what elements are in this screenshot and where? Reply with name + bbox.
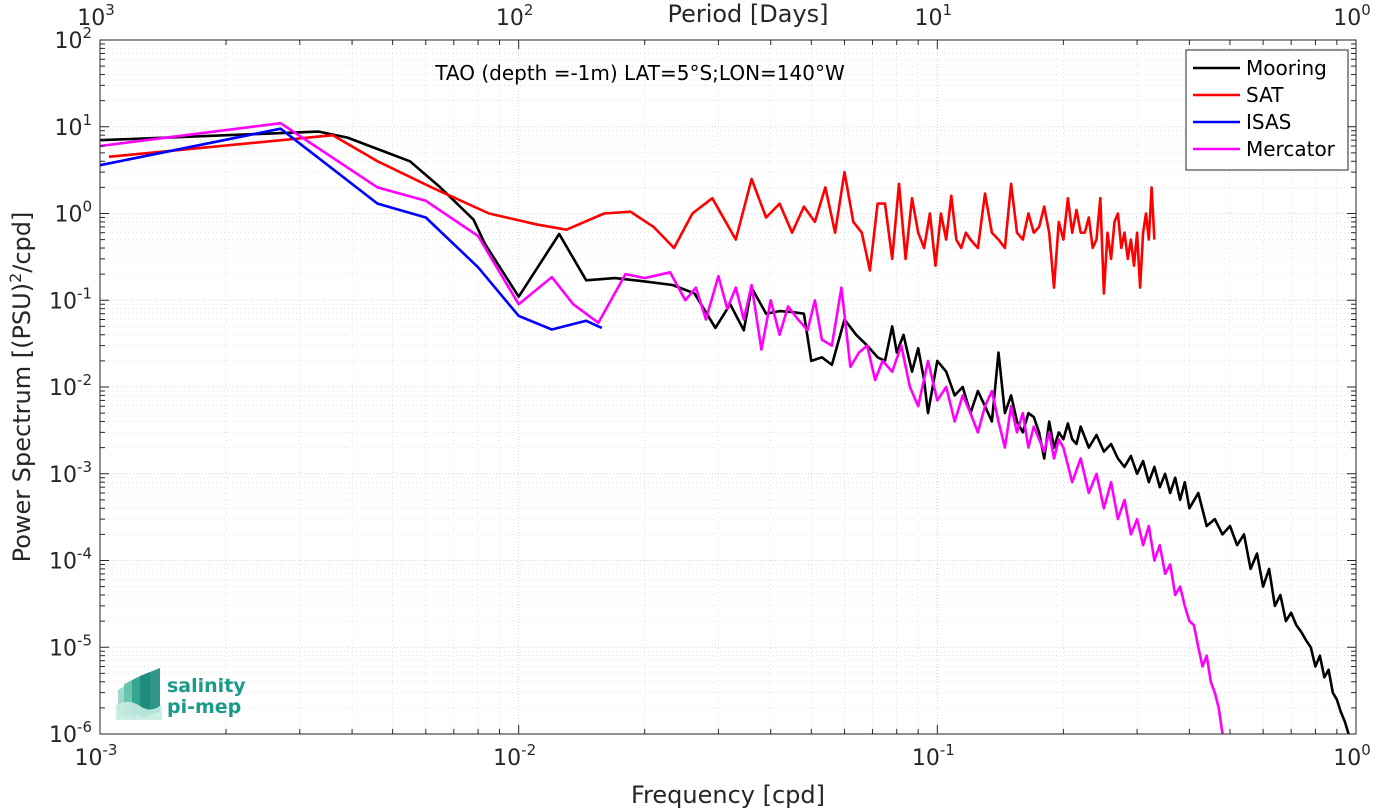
y-axis-label: Power Spectrum [(PSU)2/cpd] — [6, 212, 36, 563]
legend: Mooring SAT ISAS Mercator — [1185, 49, 1349, 171]
x-tick-label: 10-1 — [912, 741, 955, 771]
y-tick-labels: 10-6 10-5 10-4 10-3 10-2 10-1 100 101 102 — [49, 24, 92, 748]
legend-label-sat: SAT — [1246, 83, 1284, 107]
salinity-pi-mep-logo: salinity pi-mep — [116, 668, 246, 720]
legend-label-mooring: Mooring — [1246, 56, 1327, 80]
logo-text-pi-mep: pi-mep — [167, 696, 241, 718]
series-line-isas — [99, 127, 603, 331]
y-tick-label: 102 — [54, 24, 92, 54]
logo-text-salinity: salinity — [167, 675, 246, 697]
chart-title: TAO (depth =-1m) LAT=5°S;LON=140°W — [434, 61, 845, 85]
top-axis-label: Period [Days] — [667, 0, 828, 28]
y-tick-label: 101 — [54, 111, 92, 141]
top-tick-label: 103 — [77, 1, 115, 31]
top-tick-label: 100 — [1333, 1, 1371, 31]
tick-marks — [99, 39, 1357, 735]
y-tick-label: 10-4 — [49, 545, 92, 575]
series-line-mercator — [99, 121, 1224, 735]
top-tick-label: 102 — [496, 1, 534, 31]
y-tick-label: 10-5 — [49, 631, 92, 661]
y-tick-label: 100 — [54, 198, 92, 228]
y-tick-label: 10-3 — [49, 458, 92, 488]
legend-label-isas: ISAS — [1246, 110, 1291, 134]
top-tick-label: 101 — [915, 1, 953, 31]
y-tick-label: 10-1 — [49, 284, 92, 314]
x-tick-label: 10-2 — [493, 741, 536, 771]
x-tick-label: 100 — [1333, 741, 1371, 771]
y-tick-label: 10-2 — [49, 371, 92, 401]
legend-label-mercator: Mercator — [1246, 137, 1336, 161]
logo-wave-icon — [116, 668, 162, 720]
top-tick-labels: 103 102 101 100 — [77, 1, 1371, 31]
x-tick-labels: 10-3 10-2 10-1 100 — [75, 741, 1371, 771]
x-tick-label: 10-3 — [75, 741, 118, 771]
minor-grid — [100, 40, 1356, 734]
series-line-sat — [108, 133, 1156, 295]
y-tick-label: 10-6 — [49, 718, 92, 748]
x-axis-label: Frequency [cpd] — [631, 781, 825, 809]
series-layer — [99, 121, 1350, 735]
